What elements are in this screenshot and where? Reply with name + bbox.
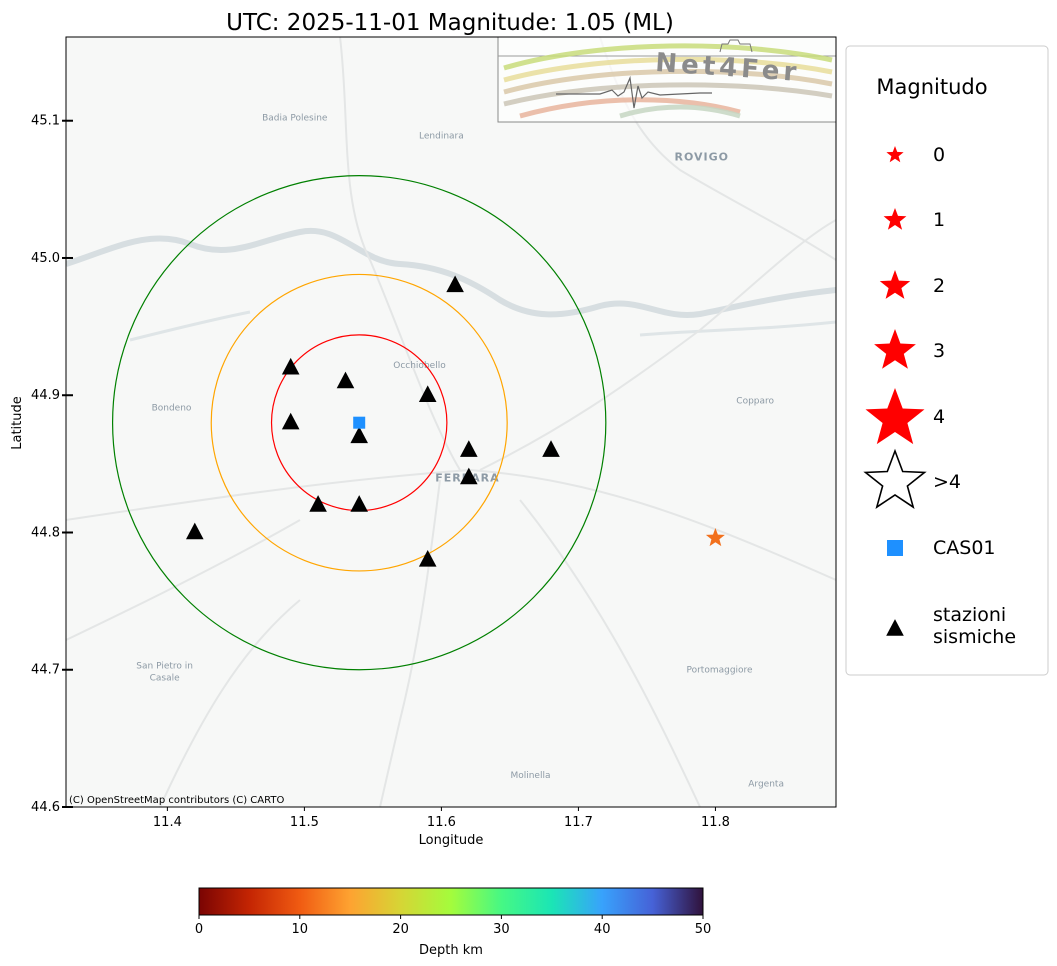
place-label: Lendinara bbox=[419, 132, 464, 142]
station-triangle[interactable] bbox=[418, 385, 437, 402]
legend-label: stazioni bbox=[933, 604, 1006, 626]
x-tick-label: 11.8 bbox=[701, 815, 730, 830]
river-secondary bbox=[129, 310, 836, 342]
legend-star-4 bbox=[865, 388, 925, 445]
map-area[interactable]: Badia Polesine Lendinara ROVIGO Bondeno Occh… bbox=[66, 37, 836, 807]
place-label: Occhiobello bbox=[393, 361, 446, 371]
y-axis-label: Latitude bbox=[10, 396, 25, 450]
y-axis: 44.6 44.7 44.8 44.9 45.0 45.1 bbox=[31, 114, 73, 815]
seismogram-trace bbox=[556, 75, 712, 109]
legend-star-2 bbox=[879, 270, 911, 299]
x-tick-label: 11.4 bbox=[153, 815, 182, 830]
station-triangle[interactable] bbox=[446, 275, 464, 293]
legend-square-cas01 bbox=[887, 540, 903, 556]
range-circle-2 bbox=[210, 273, 508, 572]
colorbar-tick-label: 20 bbox=[392, 922, 409, 937]
legend-label: 0 bbox=[933, 144, 945, 166]
y-tick-label: 45.0 bbox=[31, 251, 60, 266]
range-circle-3 bbox=[111, 175, 607, 671]
station-triangle[interactable] bbox=[418, 550, 437, 567]
net4fer-logo: Net4Fer bbox=[497, 37, 836, 123]
place-label: Bondeno bbox=[152, 403, 192, 413]
station-triangle[interactable] bbox=[281, 357, 300, 375]
station-triangle[interactable] bbox=[185, 522, 204, 540]
station-cas01-marker[interactable] bbox=[353, 416, 366, 429]
station-triangle[interactable] bbox=[336, 371, 355, 389]
place-label: Badia Polesine bbox=[262, 114, 328, 124]
station-triangle[interactable] bbox=[542, 440, 560, 457]
legend-box bbox=[845, 45, 1049, 676]
station-triangle[interactable] bbox=[460, 467, 478, 485]
legend-label: 4 bbox=[933, 406, 945, 428]
legend-star-0 bbox=[886, 146, 904, 163]
map-title: UTC: 2025-11-01 Magnitude: 1.05 (ML) bbox=[226, 10, 674, 36]
colorbar-gradient bbox=[198, 887, 704, 916]
legend-label: sismiche bbox=[933, 626, 1016, 648]
y-tick-label: 44.8 bbox=[31, 525, 60, 540]
colorbar-tick-label: 40 bbox=[594, 922, 611, 937]
x-tick-label: 11.7 bbox=[564, 815, 593, 830]
station-triangle[interactable] bbox=[350, 495, 369, 512]
place-label: ROVIGO bbox=[674, 151, 729, 164]
legend-label: CAS01 bbox=[933, 537, 996, 559]
legend-star-3 bbox=[874, 329, 916, 369]
colorbar-tick-label: 30 bbox=[493, 922, 510, 937]
logo-building-outline bbox=[719, 39, 753, 53]
place-label: Argenta bbox=[748, 779, 784, 789]
legend-label: 1 bbox=[933, 209, 945, 231]
y-tick-label: 44.7 bbox=[31, 663, 60, 678]
legend-star-outline bbox=[863, 448, 927, 509]
x-axis-label: Longitude bbox=[419, 833, 484, 848]
legend-title: Magnitudo bbox=[876, 75, 987, 99]
legend-label: >4 bbox=[933, 471, 961, 493]
x-tick-label: 11.5 bbox=[290, 815, 319, 830]
event-epicenter-star[interactable] bbox=[705, 528, 725, 547]
colorbar-tick-label: 50 bbox=[695, 922, 712, 937]
seismic-stations bbox=[185, 275, 560, 567]
legend-star-1 bbox=[883, 208, 907, 230]
place-label: Portomaggiore bbox=[686, 665, 753, 675]
place-label: Copparo bbox=[736, 396, 774, 406]
depth-colorbar: 0 10 20 30 40 50 Depth km bbox=[195, 887, 712, 958]
legend-label: 3 bbox=[933, 340, 945, 362]
y-tick-label: 44.6 bbox=[31, 800, 60, 815]
station-triangle[interactable] bbox=[350, 426, 369, 444]
station-triangle[interactable] bbox=[281, 412, 300, 430]
station-triangle[interactable] bbox=[460, 440, 478, 457]
x-tick-label: 11.6 bbox=[427, 815, 456, 830]
colorbar-label: Depth km bbox=[419, 943, 483, 958]
station-triangle[interactable] bbox=[309, 495, 327, 512]
y-tick-label: 44.9 bbox=[31, 388, 60, 403]
colorbar-tick-label: 0 bbox=[195, 922, 203, 937]
y-tick-label: 45.1 bbox=[31, 114, 60, 129]
place-label: Casale bbox=[150, 674, 181, 684]
map-frame bbox=[65, 36, 837, 808]
colorbar-tick-label: 10 bbox=[292, 922, 309, 937]
legend-label: 2 bbox=[933, 275, 945, 297]
x-axis: 11.4 11.5 11.6 11.7 11.8 bbox=[153, 807, 730, 830]
map-attribution: (C) OpenStreetMap contributors (C) CARTO bbox=[69, 795, 284, 806]
legend-station-triangle bbox=[886, 619, 904, 636]
roads bbox=[66, 37, 836, 807]
basemap-background bbox=[66, 37, 836, 807]
place-label: San Pietro in bbox=[136, 661, 193, 671]
place-label: Molinella bbox=[510, 771, 550, 781]
river-po bbox=[66, 227, 836, 318]
